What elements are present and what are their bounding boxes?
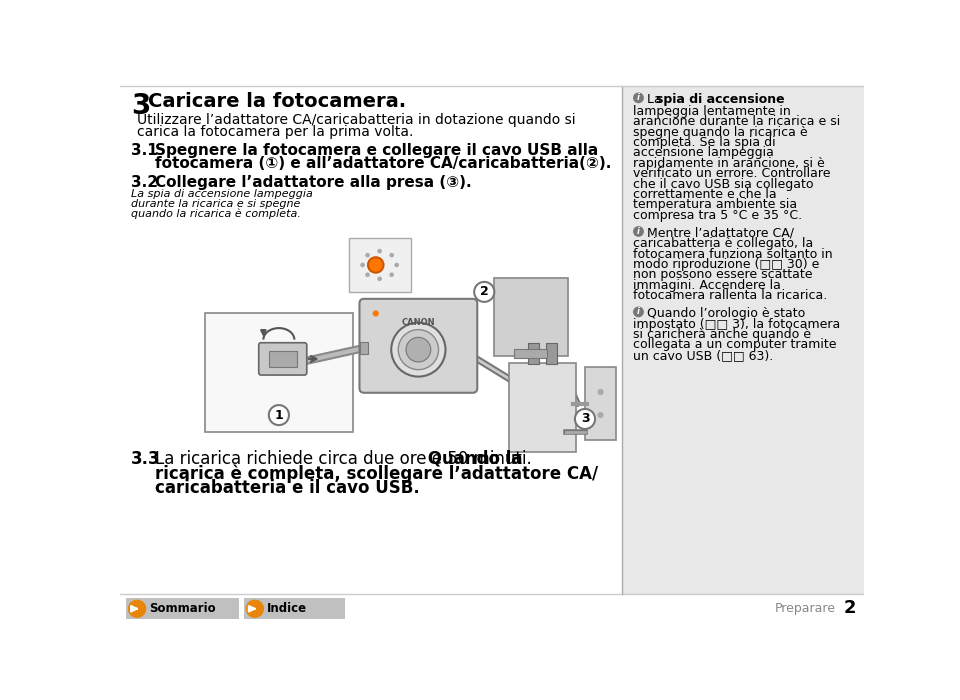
Circle shape (395, 262, 399, 267)
Circle shape (247, 601, 263, 617)
FancyBboxPatch shape (546, 344, 557, 364)
Text: verificato un errore. Controllare: verificato un errore. Controllare (633, 167, 830, 180)
Text: temperatura ambiente sia: temperatura ambiente sia (633, 198, 797, 211)
Text: fotocamera rallenta la ricarica.: fotocamera rallenta la ricarica. (633, 289, 828, 302)
Text: correttamente e che la: correttamente e che la (633, 188, 777, 201)
Text: Collegare l’adattatore alla presa (③).: Collegare l’adattatore alla presa (③). (155, 175, 471, 190)
Text: fotocamera (①) e all’adattatore CA/caricabatteria(②).: fotocamera (①) e all’adattatore CA/caric… (155, 156, 612, 172)
Text: spegne quando la ricarica è: spegne quando la ricarica è (633, 125, 807, 139)
Text: durante la ricarica e si spegne: durante la ricarica e si spegne (131, 199, 300, 209)
Text: caricabatteria e il cavo USB.: caricabatteria e il cavo USB. (155, 479, 420, 497)
FancyBboxPatch shape (269, 351, 297, 367)
FancyBboxPatch shape (244, 598, 345, 620)
FancyBboxPatch shape (278, 355, 300, 368)
Text: completa. Se la spia di: completa. Se la spia di (633, 136, 776, 149)
Text: 3.3: 3.3 (131, 450, 160, 468)
FancyBboxPatch shape (585, 368, 616, 440)
Text: Quando la: Quando la (422, 450, 523, 468)
Circle shape (406, 337, 431, 362)
Text: un cavo USB (□□ 63).: un cavo USB (□□ 63). (633, 349, 774, 362)
FancyBboxPatch shape (622, 85, 864, 594)
Text: La: La (647, 93, 665, 106)
Circle shape (365, 253, 370, 258)
Text: si caricherà anche quando è: si caricherà anche quando è (633, 328, 811, 341)
FancyBboxPatch shape (272, 349, 306, 374)
Text: CANON: CANON (401, 318, 435, 327)
Text: fotocamera funziona soltanto in: fotocamera funziona soltanto in (633, 248, 832, 260)
Circle shape (269, 405, 289, 425)
Circle shape (633, 307, 644, 317)
Text: Sommario: Sommario (150, 602, 216, 615)
Text: 2: 2 (844, 599, 856, 617)
Text: Utilizzare l’adattatore CA/caricabatteria in dotazione quando si: Utilizzare l’adattatore CA/caricabatteri… (137, 113, 576, 127)
Text: arancione durante la ricarica e si: arancione durante la ricarica e si (633, 116, 840, 128)
Text: Preparare: Preparare (775, 602, 836, 615)
Circle shape (597, 389, 604, 395)
Circle shape (474, 282, 494, 302)
Circle shape (597, 412, 604, 418)
Circle shape (390, 272, 394, 277)
Text: 3: 3 (131, 92, 150, 120)
Text: 3.1: 3.1 (131, 144, 157, 158)
FancyBboxPatch shape (259, 343, 307, 375)
Text: ricarica è completa, scollegare l’adattatore CA/: ricarica è completa, scollegare l’adatta… (155, 464, 598, 483)
Circle shape (372, 310, 379, 316)
Text: La ricarica richiede circa due ore e 50 minuti.: La ricarica richiede circa due ore e 50 … (155, 450, 532, 468)
Circle shape (392, 323, 445, 377)
Circle shape (575, 409, 595, 429)
Circle shape (129, 601, 146, 617)
Circle shape (377, 248, 382, 253)
Text: spia di accensione: spia di accensione (656, 93, 784, 106)
Text: che il cavo USB sia collegato: che il cavo USB sia collegato (633, 178, 813, 190)
Circle shape (398, 330, 439, 370)
Text: immagini. Accendere la: immagini. Accendere la (633, 279, 780, 292)
Text: Caricare la fotocamera.: Caricare la fotocamera. (148, 92, 406, 111)
Text: Spegnere la fotocamera e collegare il cavo USB alla: Spegnere la fotocamera e collegare il ca… (155, 144, 598, 158)
FancyBboxPatch shape (509, 363, 576, 452)
Text: rapidamente in arancione, si è: rapidamente in arancione, si è (633, 157, 825, 170)
Text: Quando l’orologio è stato: Quando l’orologio è stato (647, 307, 805, 321)
Text: impostato (□□ 3), la fotocamera: impostato (□□ 3), la fotocamera (633, 318, 840, 330)
FancyBboxPatch shape (120, 594, 864, 623)
Text: modo riproduzione (□□ 30) e: modo riproduzione (□□ 30) e (633, 258, 820, 271)
Circle shape (633, 226, 644, 237)
Text: i: i (637, 227, 640, 236)
Text: Indice: Indice (267, 602, 307, 615)
Text: 3.2: 3.2 (131, 175, 157, 190)
FancyBboxPatch shape (515, 349, 547, 358)
Text: 2: 2 (480, 286, 489, 298)
Circle shape (365, 272, 370, 277)
Circle shape (368, 258, 383, 272)
Text: 1: 1 (275, 409, 283, 421)
FancyBboxPatch shape (528, 344, 539, 364)
Text: i: i (637, 307, 640, 316)
Text: carica la fotocamera per la prima volta.: carica la fotocamera per la prima volta. (137, 125, 414, 139)
FancyBboxPatch shape (493, 278, 568, 356)
FancyBboxPatch shape (205, 313, 352, 432)
FancyBboxPatch shape (126, 598, 239, 620)
Text: lampeggia lentamente in: lampeggia lentamente in (633, 105, 791, 118)
Text: Mentre l’adattatore CA/: Mentre l’adattatore CA/ (647, 227, 794, 240)
FancyBboxPatch shape (348, 238, 411, 292)
Text: accensione lampeggia: accensione lampeggia (633, 146, 774, 160)
Circle shape (377, 276, 382, 281)
FancyBboxPatch shape (359, 299, 477, 393)
Text: quando la ricarica è completa.: quando la ricarica è completa. (131, 209, 300, 219)
Text: 3: 3 (581, 412, 589, 426)
Text: La spia di accensione lampeggia: La spia di accensione lampeggia (131, 189, 313, 199)
Circle shape (633, 92, 644, 103)
Text: compresa tra 5 °C e 35 °C.: compresa tra 5 °C e 35 °C. (633, 209, 803, 222)
Text: non possono essere scattate: non possono essere scattate (633, 268, 812, 281)
Text: i: i (637, 93, 640, 102)
Text: collegata a un computer tramite: collegata a un computer tramite (633, 339, 836, 351)
Circle shape (390, 253, 394, 258)
Circle shape (360, 262, 365, 267)
FancyBboxPatch shape (360, 342, 368, 354)
Text: caricabatteria è collegato, la: caricabatteria è collegato, la (633, 237, 813, 250)
